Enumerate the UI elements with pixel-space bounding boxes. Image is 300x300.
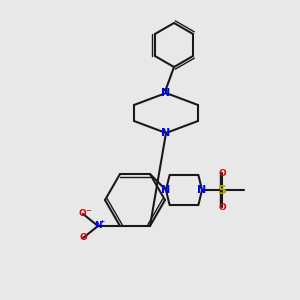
Text: O: O	[218, 169, 226, 178]
Text: O: O	[78, 209, 86, 218]
Text: N: N	[161, 128, 171, 138]
Text: N: N	[161, 88, 171, 98]
Text: O: O	[218, 202, 226, 211]
Text: N: N	[161, 185, 171, 195]
Text: −: −	[85, 208, 91, 214]
Text: N: N	[94, 221, 102, 230]
Text: O: O	[79, 233, 87, 242]
Text: N: N	[197, 185, 207, 195]
Text: +: +	[99, 220, 105, 224]
Text: S: S	[218, 184, 226, 196]
